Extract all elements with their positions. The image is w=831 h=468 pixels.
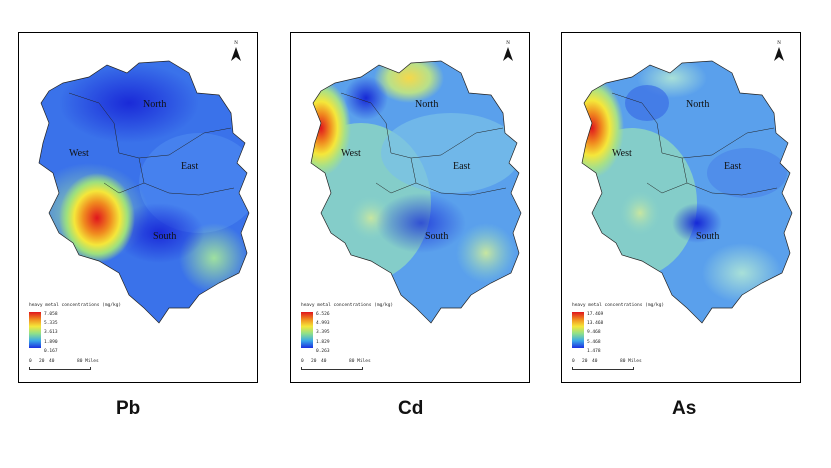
region-label-south: South <box>153 231 177 242</box>
legend-value: 1.890 <box>44 339 58 345</box>
legend-value: 5.468 <box>587 339 601 345</box>
legend-value: 7.058 <box>44 312 58 317</box>
scale-bar: 0 20 40 80 Miles <box>572 359 652 373</box>
legend-value: 6.526 <box>316 312 330 317</box>
as-concentration-map <box>581 60 793 324</box>
legend-value: 5.335 <box>44 321 58 327</box>
legend-value: 13.468 <box>587 321 604 327</box>
scale-label: 0 <box>572 359 575 364</box>
map-panel-pb: North West East South N heavy metal conc… <box>18 32 258 383</box>
north-arrow-icon: N <box>501 41 515 66</box>
legend: heavy metal concentrations (mg/kg) 17.46… <box>572 303 752 354</box>
scale-bar: 0 20 40 80 Miles <box>301 359 381 373</box>
scale-label: 0 <box>301 359 304 364</box>
legend-color-ramp <box>301 312 313 348</box>
legend: heavy metal concentrations (mg/kg) 7.058… <box>29 303 209 354</box>
caption-as: As <box>672 398 697 419</box>
cd-concentration-map <box>310 60 522 324</box>
legend-value: 0.263 <box>316 348 330 354</box>
legend-value: 4.993 <box>316 321 330 327</box>
region-label-east: East <box>453 161 471 172</box>
region-label-west: West <box>341 148 361 159</box>
legend-value: 3.613 <box>44 330 58 336</box>
legend-value: 3.395 <box>316 330 330 336</box>
region-label-south: South <box>696 231 720 242</box>
caption-pb: Pb <box>116 398 141 419</box>
scale-label: 80 Miles <box>349 359 371 364</box>
scale-label: 20 <box>582 359 588 364</box>
scale-label: 0 <box>29 359 32 364</box>
scale-label: 80 Miles <box>620 359 642 364</box>
legend-value: 1.829 <box>316 339 330 345</box>
scale-label: 20 <box>39 359 45 364</box>
legend-color-ramp <box>29 312 41 348</box>
north-arrow-icon: N <box>229 41 243 66</box>
legend-value: 0.167 <box>44 348 58 354</box>
legend: heavy metal concentrations (mg/kg) 6.526… <box>301 303 481 354</box>
region-label-north: North <box>686 99 710 110</box>
region-label-north: North <box>143 99 167 110</box>
scale-label: 20 <box>311 359 317 364</box>
scale-label: 40 <box>49 359 55 364</box>
legend-value: 1.478 <box>587 348 601 354</box>
pb-concentration-map <box>38 60 250 324</box>
scale-label: 40 <box>321 359 327 364</box>
legend-title: heavy metal concentrations (mg/kg) <box>29 303 122 308</box>
map-panel-as: North West East South N heavy metal conc… <box>561 32 801 383</box>
legend-value: 9.468 <box>587 330 601 336</box>
legend-title: heavy metal concentrations (mg/kg) <box>301 303 394 308</box>
scale-label: 40 <box>592 359 598 364</box>
north-arrow-icon: N <box>772 41 786 66</box>
region-label-west: West <box>612 148 632 159</box>
caption-cd: Cd <box>398 398 424 419</box>
legend-color-ramp <box>572 312 584 348</box>
legend-title: heavy metal concentrations (mg/kg) <box>572 303 665 308</box>
map-panel-cd: North West East South N heavy metal conc… <box>290 32 530 383</box>
region-label-east: East <box>181 161 199 172</box>
scale-bar: 0 20 40 80 Miles <box>29 359 109 373</box>
region-label-east: East <box>724 161 742 172</box>
region-label-west: West <box>69 148 89 159</box>
region-label-north: North <box>415 99 439 110</box>
region-label-south: South <box>425 231 449 242</box>
scale-label: 80 Miles <box>77 359 99 364</box>
legend-value: 17.469 <box>587 312 604 317</box>
